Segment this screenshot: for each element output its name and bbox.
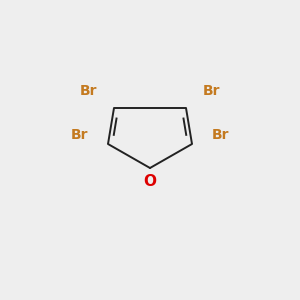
Text: Br: Br bbox=[212, 128, 229, 142]
Text: Br: Br bbox=[203, 85, 220, 98]
Text: O: O bbox=[143, 174, 157, 189]
Text: Br: Br bbox=[71, 128, 88, 142]
Text: Br: Br bbox=[80, 85, 97, 98]
